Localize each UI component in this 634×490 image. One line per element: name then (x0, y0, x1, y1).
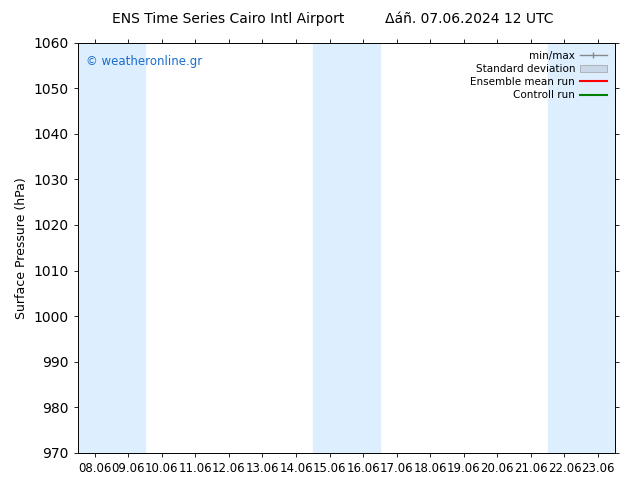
Text: ENS Time Series Cairo Intl Airport: ENS Time Series Cairo Intl Airport (112, 12, 344, 26)
Bar (78, 43, 145, 453)
Bar (548, 43, 615, 453)
Text: © weatheronline.gr: © weatheronline.gr (86, 55, 202, 68)
Legend: min/max, Standard deviation, Ensemble mean run, Controll run: min/max, Standard deviation, Ensemble me… (467, 48, 610, 103)
Y-axis label: Surface Pressure (hPa): Surface Pressure (hPa) (15, 177, 28, 318)
Text: Δáñ. 07.06.2024 12 UTC: Δáñ. 07.06.2024 12 UTC (385, 12, 553, 26)
Bar (313, 43, 380, 453)
